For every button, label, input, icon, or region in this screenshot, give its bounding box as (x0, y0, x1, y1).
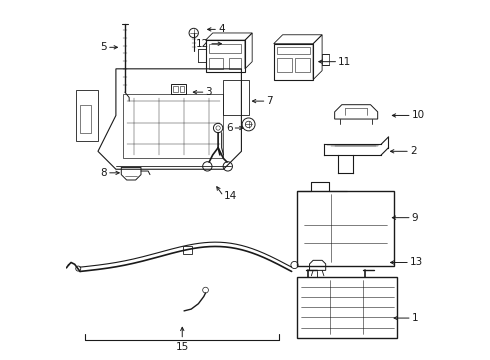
Bar (209, 44, 242, 53)
Text: 5: 5 (100, 42, 107, 52)
Text: 13: 13 (410, 257, 423, 267)
Text: 14: 14 (223, 191, 237, 201)
Text: 12: 12 (196, 39, 209, 49)
Bar (172, 84, 186, 94)
Text: 7: 7 (267, 96, 273, 106)
Text: 3: 3 (205, 87, 212, 97)
Bar (297, 191, 394, 266)
Bar (277, 47, 310, 54)
Bar (80, 105, 91, 134)
Text: 6: 6 (226, 123, 232, 133)
Bar (322, 54, 329, 65)
Text: 1: 1 (412, 313, 418, 323)
Bar (229, 58, 242, 69)
Bar (183, 246, 192, 253)
Text: 2: 2 (410, 146, 416, 156)
Text: 4: 4 (218, 24, 225, 35)
Text: 8: 8 (100, 168, 107, 178)
Bar (209, 58, 223, 69)
Text: 10: 10 (412, 111, 425, 121)
Bar (277, 58, 292, 72)
Bar (274, 44, 313, 80)
Bar (173, 86, 177, 92)
Bar (180, 86, 184, 92)
Bar (295, 58, 310, 72)
Text: 11: 11 (338, 57, 351, 67)
Bar (123, 94, 223, 158)
Text: 9: 9 (412, 213, 418, 222)
Bar (205, 40, 245, 72)
Text: 15: 15 (175, 342, 189, 352)
Bar (297, 277, 397, 338)
